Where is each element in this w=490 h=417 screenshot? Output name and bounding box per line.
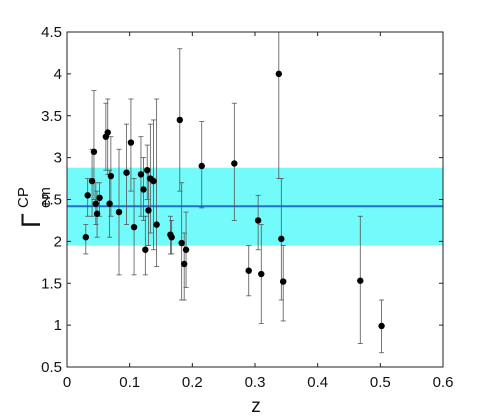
x-tick-label: 0.2 [182,374,203,391]
data-point [258,270,265,278]
x-tick-label: 0.6 [433,374,454,391]
data-point [254,217,262,224]
y-axis-label-sub: em [37,187,54,208]
data-points [82,70,385,330]
data-point [153,221,160,228]
y-tick-label: 4 [54,66,62,83]
data-point [182,246,190,253]
data-point [115,208,123,216]
x-tick-label: 0.1 [119,374,140,391]
data-point [142,246,149,253]
y-tick-label: 1.5 [41,275,62,292]
y-tick-label: 3 [54,150,62,167]
error-bar [154,98,160,267]
y-axis-ticks: 0.5 1 1.5 2 2.5 3 3.5 4 4.5 [41,24,443,376]
error-bar [150,119,156,251]
y-tick-label: 4.5 [41,24,62,41]
data-point [278,235,285,243]
data-point [140,186,147,193]
data-point [88,177,96,185]
data-point [82,233,90,241]
x-axis-label: z [251,396,261,417]
y-axis-label-sup: CP [15,187,32,208]
plot-area: 0 0.1 0.2 0.3 0.4 0.5 0.6 0.5 1 1.5 2 2.5 3 3.5 4 4.5 [41,24,453,391]
data-point [280,278,287,285]
y-tick-label: 3.5 [41,108,62,125]
data-point [127,139,135,146]
data-point [176,116,183,124]
y-axis-label: Γ CP em [15,187,54,228]
data-point [96,194,103,202]
data-point [231,160,238,167]
data-point [178,239,185,247]
data-point [245,267,252,274]
data-point [104,129,111,136]
data-point [150,177,157,185]
data-point [92,200,100,207]
y-tick-label: 1 [54,317,62,334]
data-point [123,169,130,176]
data-point [275,70,283,78]
data-point [168,233,175,241]
x-tick-label: 0.3 [245,374,266,391]
y-tick-label: 0.5 [41,359,62,376]
data-point [106,200,113,207]
data-point [90,148,98,155]
data-point [144,166,151,174]
data-point [198,162,205,170]
data-point [93,210,101,217]
y-tick-label: 2.5 [41,192,62,209]
data-point [84,192,91,199]
x-axis-ticks: 0 0.1 0.2 0.3 0.4 0.5 0.6 [63,32,454,391]
error-bar [276,31,282,179]
data-point [137,171,145,178]
x-tick-label: 0 [63,374,71,391]
data-point [357,277,364,284]
data-point [130,223,138,231]
x-tick-label: 0.5 [370,374,391,391]
data-point [107,172,115,180]
data-point [378,322,385,330]
y-tick-label: 2 [54,233,62,250]
error-bar [142,215,148,276]
data-point [180,260,188,268]
x-tick-label: 0.4 [307,374,328,391]
y-axis-label-main: Γ [16,213,46,228]
data-point [145,207,152,214]
